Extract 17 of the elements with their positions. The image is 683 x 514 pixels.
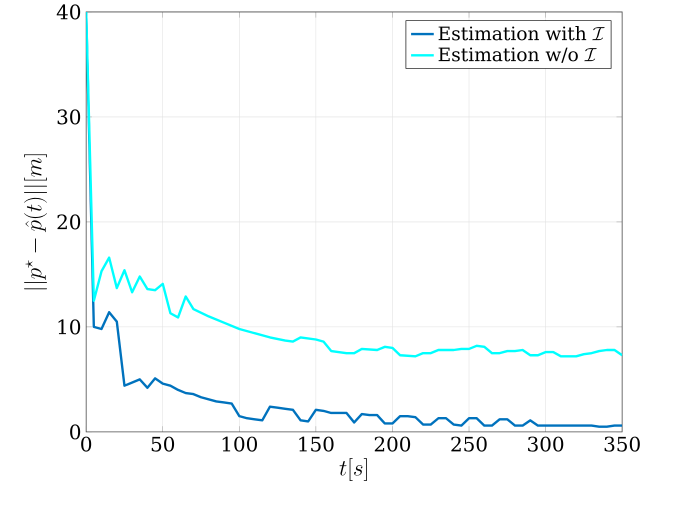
x-tick-label: 50 [152,436,174,452]
y-tick-label: 20 [57,214,80,230]
x-tick-label: 250 [451,436,487,452]
x-tick-label: 300 [528,436,564,452]
x-tick-label: 0 [81,436,92,452]
x-axis-title: $t[s]$ [340,458,367,482]
legend-label: $\mbox{Estimation with }\mathcal{I}$ [438,26,605,40]
legend-label: $\mbox{Estimation w/o }\mathcal{I}$ [438,47,597,63]
y-axis-title: $||p^{\star}-\hat{p}(t)||[m]$ [24,154,48,290]
x-tick-label: 150 [299,436,334,452]
y-tick-label: 0 [70,424,80,440]
y-tick-label: 30 [58,109,80,125]
x-tick-label: 200 [374,436,410,452]
x-tick-label: 100 [222,436,257,452]
y-tick-label: 40 [56,4,80,20]
y-tick-label: 10 [58,319,80,334]
x-tick-label: 350 [604,436,640,452]
